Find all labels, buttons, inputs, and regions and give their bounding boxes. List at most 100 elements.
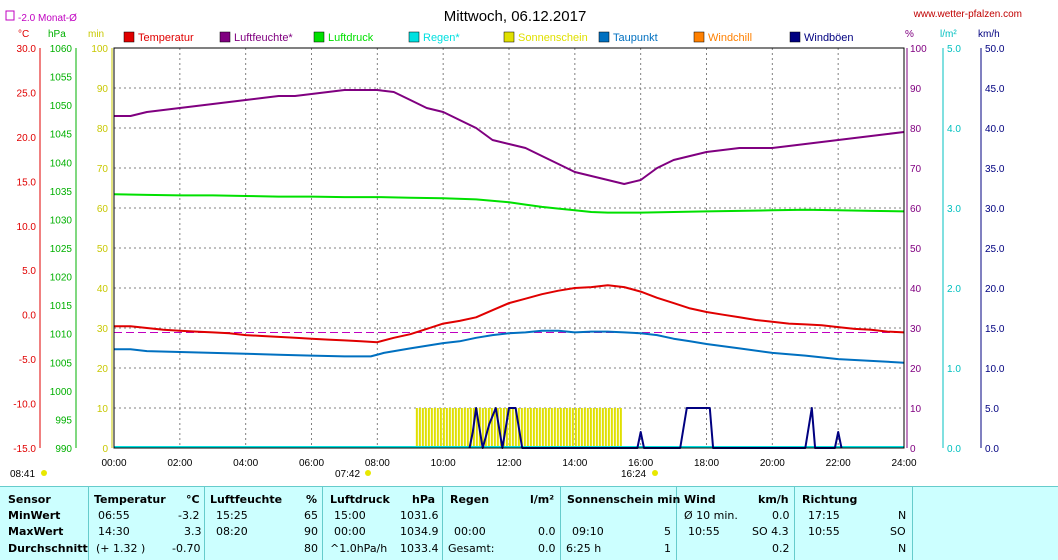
sunshine-bar <box>529 408 532 448</box>
tick-label: 50 <box>97 244 109 255</box>
series-lines <box>113 89 905 449</box>
pressure-avg-value: 1033.4 <box>400 542 439 555</box>
legend: Temperatur Luftfeuchte* Luftdruck Regen* Son… <box>123 31 854 44</box>
sunshine-bars <box>415 408 622 448</box>
chart-grid <box>114 48 904 448</box>
sunshine-bar <box>514 408 517 448</box>
sunshine-bar <box>424 408 427 448</box>
tick-label: 1.0 <box>947 364 961 375</box>
rain-max-value: 0.0 <box>538 525 556 538</box>
tick-label: 1040 <box>50 158 73 169</box>
tick-label: 10 <box>910 404 922 415</box>
sunshine-bar <box>415 408 418 448</box>
x-tick-label: 24:00 <box>891 458 916 469</box>
sunshine-bar <box>568 408 571 448</box>
tick-label: 100 <box>91 44 108 55</box>
tick-label: 1030 <box>50 215 73 226</box>
legend-label: Taupunkt <box>613 32 658 44</box>
tick-label: 1050 <box>50 101 73 112</box>
tick-label: 30 <box>97 324 109 335</box>
series-line-temperatur <box>114 284 905 344</box>
sunshine-bar <box>601 408 604 448</box>
left-axes: 30.0 25.0 20.0 15.0 10.0 5.0 0.0 -5.0 -10.0 -15.0… <box>13 44 113 455</box>
stats-col-rain: Regen l/m² 00:00 0.0 Gesamt: 0.0 <box>442 487 561 560</box>
direction-avg-value: N <box>898 542 907 555</box>
row-label-min: MinWert <box>8 509 61 522</box>
tick-label: 10 <box>97 404 109 415</box>
tick-label: 90 <box>97 84 109 95</box>
tick-label: 0 <box>910 444 916 455</box>
weather-chart: 30.0 25.0 20.0 15.0 10.0 5.0 0.0 -5.0 -10.0 -15.0… <box>5 8 1022 480</box>
sunshine-bar <box>445 408 448 448</box>
tick-label: 3.0 <box>947 204 961 215</box>
rain-header: Regen <box>450 493 490 506</box>
tick-label: 20 <box>910 364 922 375</box>
tick-label: 20 <box>97 364 109 375</box>
sunshine-bar <box>454 408 457 448</box>
website-link[interactable]: www.wetter-pfalzen.com <box>913 9 1022 20</box>
temperature-min-time: 06:55 <box>98 509 130 522</box>
rain-total-label: Gesamt: <box>448 542 495 555</box>
tick-label: 40 <box>910 284 922 295</box>
x-tick-label: 14:00 <box>562 458 587 469</box>
sunshine-bar <box>613 408 616 448</box>
sunshine-bar <box>511 408 514 448</box>
legend-swatch <box>219 31 231 43</box>
midday-icon <box>365 470 371 476</box>
tick-label: 70 <box>97 164 109 175</box>
row-label-max: MaxWert <box>8 525 64 538</box>
sunshine-total-label: 6:25 h <box>566 542 602 555</box>
direction-header: Richtung <box>802 493 858 506</box>
tick-label: 0.0 <box>947 444 961 455</box>
legend-label: Windböen <box>804 32 854 44</box>
series-line-luftdruck <box>113 193 905 214</box>
x-axis: 00:00 02:00 04:00 06:00 08:00 10:00 12:00 14:00… <box>101 458 916 469</box>
chart-title: Mittwoch, 06.12.2017 <box>444 8 587 25</box>
humidity-max-value: 90 <box>304 525 318 538</box>
sunshine-bar <box>598 408 601 448</box>
x-tick-label: 16:00 <box>628 458 653 469</box>
tick-label: 35.0 <box>985 164 1005 175</box>
tick-label: 4.0 <box>947 124 961 135</box>
tick-label: 70 <box>910 164 922 175</box>
sunshine-bar <box>571 408 574 448</box>
tick-label: 5.0 <box>22 266 36 277</box>
sunshine-bar <box>535 408 538 448</box>
series-line-windb-en <box>468 407 843 449</box>
sunrise-icon <box>41 470 47 476</box>
direction-max-value: SO <box>890 525 906 538</box>
stats-table: Sensor MinWert MaxWert Durchschnitt Temp… <box>0 486 1058 560</box>
sunshine-bar <box>616 408 619 448</box>
humidity-max-time: 08:20 <box>216 525 248 538</box>
tick-label: 995 <box>55 415 72 426</box>
pressure-min-value: 1031.6 <box>400 509 439 522</box>
tick-label: 50.0 <box>985 44 1005 55</box>
legend-label: Temperatur <box>138 32 194 44</box>
legend-swatch <box>598 31 610 43</box>
tick-label: 20.0 <box>985 284 1005 295</box>
sunshine-bar <box>559 408 562 448</box>
legend-swatch <box>789 31 801 43</box>
x-tick-label: 10:00 <box>431 458 456 469</box>
humidity-header: Luftfeuchte <box>210 493 283 506</box>
sunshine-bar <box>520 408 523 448</box>
tick-label: 80 <box>910 124 922 135</box>
tick-label: -10.0 <box>13 400 36 411</box>
sunset-icon <box>652 470 658 476</box>
x-tick-label: 06:00 <box>299 458 324 469</box>
pressure-trend: ^1.0hPa/h <box>330 542 388 555</box>
sunshine-bar <box>619 408 622 448</box>
tick-label: 30.0 <box>17 44 37 55</box>
sunshine-bar <box>475 408 478 448</box>
tick-label: 5.0 <box>985 404 999 415</box>
sunshine-bar <box>451 408 454 448</box>
pressure-min-time: 15:00 <box>334 509 366 522</box>
tick-label: 1055 <box>50 73 73 84</box>
stats-col-sensor: Sensor MinWert MaxWert Durchschnitt <box>0 487 89 560</box>
direction-min-time: 17:15 <box>808 509 840 522</box>
legend-swatch <box>503 31 515 43</box>
tick-label: 100 <box>910 44 927 55</box>
tick-label: 1035 <box>50 187 73 198</box>
tick-label: 1025 <box>50 244 73 255</box>
sunshine-bar <box>499 408 502 448</box>
